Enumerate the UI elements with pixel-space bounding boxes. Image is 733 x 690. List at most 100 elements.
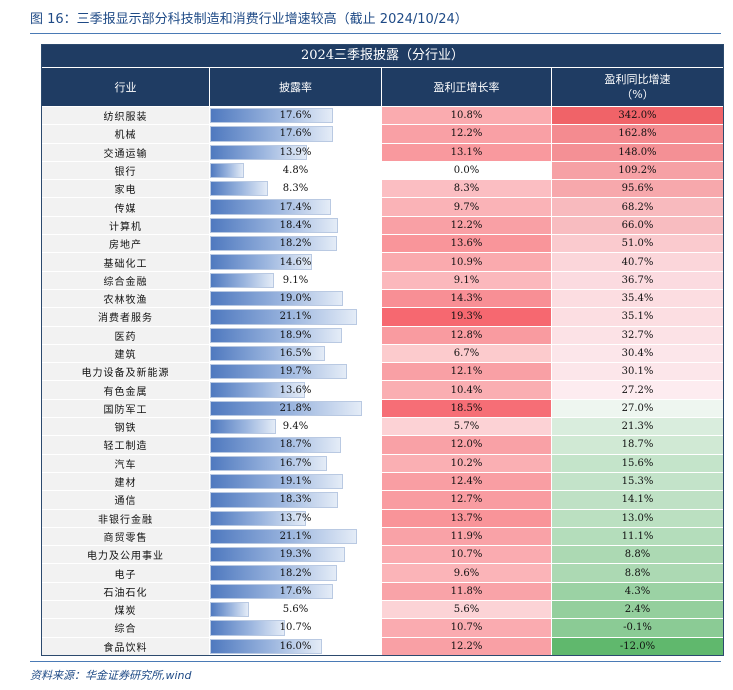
yoy-cell: 15.6% xyxy=(552,454,723,472)
disclosure-cell: 18.2% xyxy=(210,564,382,582)
industry-cell: 综合金融 xyxy=(42,271,210,289)
profit-rate-cell: 5.6% xyxy=(382,601,552,619)
profit-rate-cell: 13.7% xyxy=(382,509,552,527)
yoy-cell: 36.7% xyxy=(552,271,723,289)
disclosure-bar xyxy=(210,309,358,325)
header-disclosure: 披露率 xyxy=(210,68,382,106)
yoy-value: 36.7% xyxy=(621,274,654,286)
disclosure-value: 13.6% xyxy=(279,384,312,396)
table-row: 电子 18.2% 9.6% 8.8% xyxy=(42,563,723,582)
industry-cell: 建材 xyxy=(42,472,210,491)
yoy-cell: 342.0% xyxy=(552,107,723,125)
table-row: 商贸零售 21.1% 11.9% 11.1% xyxy=(42,526,723,546)
header-industry: 行业 xyxy=(42,68,210,106)
profit-rate-cell: 12.1% xyxy=(382,363,552,381)
industry-cell: 纺织服装 xyxy=(42,107,210,125)
disclosure-cell: 21.1% xyxy=(210,308,382,326)
disclosure-bar xyxy=(210,620,285,636)
data-table: 2024三季报披露（分行业） 行业 披露率 盈利正增长率 盈利同比增速 （%） … xyxy=(41,44,724,656)
disclosure-bar xyxy=(210,364,348,380)
table-row: 通信 18.3% 12.7% 14.1% xyxy=(42,490,723,509)
profit-rate-cell: 12.0% xyxy=(382,436,552,454)
yoy-cell: 21.3% xyxy=(552,418,723,436)
yoy-value: 51.0% xyxy=(621,238,654,250)
yoy-value: 2.4% xyxy=(624,604,651,616)
table-row: 建筑 16.5% 6.7% 30.4% xyxy=(42,343,723,363)
yoy-cell: 162.8% xyxy=(552,125,723,143)
industry-cell: 电力及公用事业 xyxy=(42,546,210,564)
yoy-value: 66.0% xyxy=(621,219,654,231)
source-note: 资料来源：华金证券研究所,wind xyxy=(30,669,192,682)
yoy-value: -12.0% xyxy=(619,640,656,652)
industry-cell: 国防军工 xyxy=(42,399,210,418)
disclosure-value: 16.5% xyxy=(279,348,312,359)
profit-rate-value: 12.2% xyxy=(450,219,483,231)
profit-rate-value: 8.3% xyxy=(453,183,480,195)
disclosure-bar xyxy=(210,272,274,288)
profit-rate-value: 14.3% xyxy=(450,293,483,305)
header-profit-rate: 盈利正增长率 xyxy=(382,68,552,106)
disclosure-bar xyxy=(210,419,276,435)
industry-cell: 汽车 xyxy=(42,454,210,472)
yoy-value: 35.1% xyxy=(621,311,654,323)
disclosure-value: 10.7% xyxy=(279,622,312,634)
yoy-cell: 35.4% xyxy=(552,289,723,308)
table-row: 轻工制造 18.7% 12.0% 18.7% xyxy=(42,435,723,454)
industry-cell: 电子 xyxy=(42,564,210,582)
profit-rate-value: 12.4% xyxy=(450,476,483,488)
yoy-cell: -0.1% xyxy=(552,619,723,637)
table-row: 国防军工 21.8% 18.5% 27.0% xyxy=(42,398,723,418)
yoy-cell: 148.0% xyxy=(552,143,723,161)
profit-rate-value: 5.7% xyxy=(453,421,480,433)
yoy-value: 95.6% xyxy=(621,183,654,195)
yoy-value: 27.2% xyxy=(621,384,654,396)
industry-cell: 消费者服务 xyxy=(42,308,210,326)
yoy-cell: 109.2% xyxy=(552,161,723,180)
yoy-cell: 30.1% xyxy=(552,363,723,381)
disclosure-cell: 21.8% xyxy=(210,399,382,418)
industry-cell: 煤炭 xyxy=(42,601,210,619)
disclosure-bar xyxy=(210,583,333,600)
profit-rate-cell: 6.7% xyxy=(382,344,552,363)
disclosure-value: 14.6% xyxy=(279,256,312,268)
profit-rate-cell: 9.6% xyxy=(382,564,552,582)
disclosure-value: 21.1% xyxy=(279,311,312,323)
profit-rate-value: 18.5% xyxy=(450,402,483,414)
industry-cell: 电力设备及新能源 xyxy=(42,363,210,381)
industry-cell: 非银行金融 xyxy=(42,509,210,527)
figure-caption: 图 16：三季报显示部分科技制造和消费行业增速较高（截止 2024/10/24） xyxy=(30,12,468,27)
table-row: 建材 19.1% 12.4% 15.3% xyxy=(42,471,723,491)
disclosure-cell: 16.7% xyxy=(210,454,382,472)
disclosure-cell: 17.4% xyxy=(210,198,382,216)
table-body: 纺织服装 17.6% 10.8% 342.0% 机械 17.6% 12.2% 162.8% 交通… xyxy=(42,106,723,655)
yoy-value: 30.1% xyxy=(621,366,654,378)
profit-rate-value: 13.7% xyxy=(450,512,483,524)
profit-rate-value: 12.2% xyxy=(450,640,483,652)
yoy-cell: 18.7% xyxy=(552,436,723,454)
industry-cell: 传媒 xyxy=(42,198,210,216)
profit-rate-value: 19.3% xyxy=(450,311,483,323)
yoy-cell: 13.0% xyxy=(552,509,723,527)
disclosure-bar xyxy=(210,327,342,343)
disclosure-value: 18.4% xyxy=(279,219,312,231)
profit-rate-value: 13.1% xyxy=(450,146,483,158)
disclosure-value: 18.2% xyxy=(279,567,312,579)
disclosure-cell: 18.7% xyxy=(210,436,382,454)
industry-cell: 农林牧渔 xyxy=(42,289,210,308)
profit-rate-cell: 10.7% xyxy=(382,619,552,637)
industry-cell: 计算机 xyxy=(42,216,210,235)
yoy-value: 13.0% xyxy=(621,512,654,524)
table-row: 电力及公用事业 19.3% 10.7% 8.8% xyxy=(42,545,723,564)
disclosure-bar xyxy=(210,108,333,124)
disclosure-value: 17.6% xyxy=(279,585,312,597)
yoy-cell: 27.2% xyxy=(552,381,723,399)
profit-rate-value: 9.7% xyxy=(453,201,480,213)
profit-rate-cell: 12.4% xyxy=(382,472,552,491)
yoy-value: -0.1% xyxy=(623,622,652,634)
disclosure-cell: 17.6% xyxy=(210,107,382,125)
profit-rate-cell: 9.1% xyxy=(382,271,552,289)
yoy-cell: 2.4% xyxy=(552,601,723,619)
disclosure-value: 5.6% xyxy=(282,604,309,616)
disclosure-cell: 9.1% xyxy=(210,271,382,289)
industry-cell: 商贸零售 xyxy=(42,527,210,546)
